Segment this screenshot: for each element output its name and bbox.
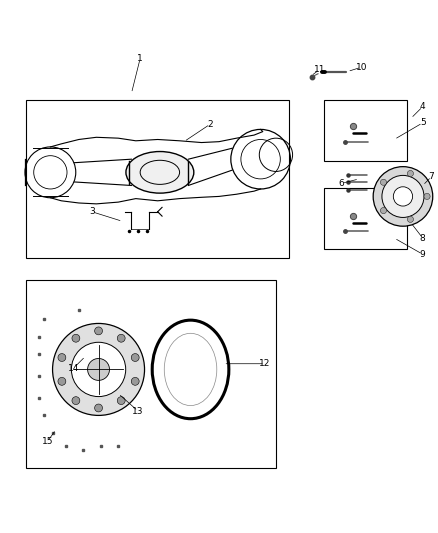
Circle shape [381, 207, 387, 214]
Text: 15: 15 [42, 437, 53, 446]
Circle shape [131, 377, 139, 385]
Text: 3: 3 [89, 207, 95, 216]
Circle shape [72, 334, 80, 342]
Circle shape [88, 359, 110, 381]
Text: 13: 13 [132, 407, 144, 416]
Text: 10: 10 [356, 63, 367, 72]
Bar [324, 188, 407, 249]
Text: 9: 9 [420, 250, 426, 259]
Circle shape [382, 175, 424, 217]
Circle shape [95, 327, 102, 335]
Ellipse shape [126, 151, 194, 193]
Text: 14: 14 [68, 364, 79, 373]
Text: 6: 6 [339, 179, 345, 188]
Text: 4: 4 [420, 102, 425, 111]
Circle shape [393, 187, 413, 206]
Circle shape [424, 193, 430, 199]
Bar [26, 100, 289, 258]
Text: 12: 12 [259, 359, 271, 368]
Text: 5: 5 [420, 118, 426, 127]
Text: 7: 7 [428, 172, 434, 181]
Circle shape [58, 353, 66, 361]
Circle shape [373, 167, 433, 226]
Circle shape [407, 171, 413, 176]
Text: 1: 1 [137, 54, 143, 63]
Circle shape [117, 397, 125, 405]
Circle shape [381, 179, 387, 185]
Circle shape [407, 216, 413, 222]
Bar [324, 100, 407, 161]
Circle shape [53, 324, 145, 415]
Text: 11: 11 [314, 65, 325, 74]
Text: 2: 2 [208, 119, 213, 128]
Text: 8: 8 [420, 233, 426, 243]
Bar [26, 280, 276, 468]
Circle shape [71, 342, 126, 397]
Circle shape [131, 353, 139, 361]
Circle shape [95, 404, 102, 412]
Circle shape [72, 397, 80, 405]
Circle shape [58, 377, 66, 385]
Circle shape [117, 334, 125, 342]
